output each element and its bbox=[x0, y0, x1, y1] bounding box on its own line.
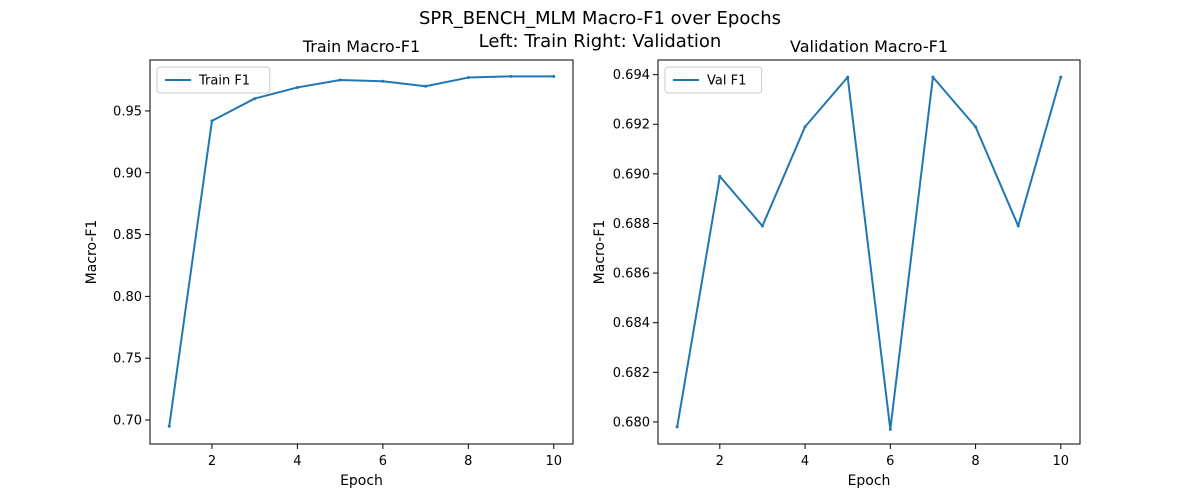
legend-box bbox=[664, 66, 763, 94]
axes-frame bbox=[149, 59, 574, 445]
y-tick-label: 0.75 bbox=[113, 352, 142, 367]
data-point bbox=[552, 74, 556, 78]
data-point bbox=[675, 425, 679, 429]
legend-box bbox=[156, 66, 271, 94]
data-point bbox=[888, 427, 892, 431]
y-tick-label: 0.95 bbox=[113, 104, 142, 119]
series-line bbox=[676, 75, 1063, 431]
legend-label: Train F1 bbox=[198, 74, 250, 89]
data-point bbox=[974, 125, 978, 129]
x-axis-label: Epoch bbox=[848, 473, 891, 489]
y-tick-label: 0.686 bbox=[613, 267, 650, 282]
data-point bbox=[509, 74, 513, 78]
train-f1-chart: Train Macro-F1 2 4 6 8 10 0.70 0.75 0.80 0.85 0.90… bbox=[84, 37, 574, 489]
data-point bbox=[338, 78, 342, 82]
data-point bbox=[760, 224, 764, 228]
x-tick-label: 8 bbox=[971, 454, 979, 469]
y-tick-label: 0.690 bbox=[613, 167, 650, 182]
x-axis-label: Epoch bbox=[340, 473, 383, 489]
x-tick-label: 10 bbox=[545, 454, 562, 469]
data-point bbox=[167, 424, 171, 428]
y-tick-label: 0.70 bbox=[113, 414, 142, 429]
data-point bbox=[1016, 224, 1020, 228]
series-line bbox=[168, 75, 555, 428]
data-point bbox=[381, 79, 385, 83]
x-tick-label: 2 bbox=[208, 454, 216, 469]
y-tick-label: 0.80 bbox=[113, 290, 142, 305]
x-tick-label: 2 bbox=[716, 454, 724, 469]
x-tick-label: 4 bbox=[293, 454, 301, 469]
chart-title: Train Macro-F1 bbox=[302, 37, 420, 56]
validation-f1-chart: Validation Macro-F1 2 4 6 8 10 0.680 0.682 0.684… bbox=[592, 37, 1081, 489]
figure-title-line-2: Left: Train Right: Validation bbox=[479, 31, 722, 52]
legend-label: Val F1 bbox=[707, 74, 746, 89]
y-axis-label: Macro-F1 bbox=[84, 220, 100, 285]
axes-frame bbox=[657, 59, 1081, 445]
x-tick-label: 6 bbox=[379, 454, 387, 469]
y-tick-label: 0.85 bbox=[113, 228, 142, 243]
y-tick-label: 0.692 bbox=[613, 118, 650, 133]
y-tick-label: 0.90 bbox=[113, 166, 142, 181]
x-tick-label: 6 bbox=[886, 454, 894, 469]
data-point bbox=[931, 75, 935, 79]
x-tick-label: 8 bbox=[464, 454, 472, 469]
data-point bbox=[1059, 75, 1063, 79]
y-tick-label: 0.684 bbox=[613, 316, 650, 331]
data-point bbox=[295, 85, 299, 89]
figure-title-line-1: SPR_BENCH_MLM Macro-F1 over Epochs bbox=[419, 8, 781, 29]
chart-title: Validation Macro-F1 bbox=[790, 37, 948, 56]
x-tick-label: 10 bbox=[1053, 454, 1070, 469]
data-point bbox=[718, 174, 722, 178]
data-point bbox=[210, 119, 214, 123]
y-tick-label: 0.682 bbox=[613, 366, 650, 381]
data-point bbox=[846, 75, 850, 79]
data-point bbox=[466, 76, 470, 80]
legend: Train F1 bbox=[156, 66, 271, 94]
x-tick-label: 4 bbox=[801, 454, 809, 469]
data-point bbox=[424, 84, 428, 88]
data-point bbox=[253, 97, 257, 101]
y-axis-label: Macro-F1 bbox=[592, 220, 608, 285]
y-tick-label: 0.688 bbox=[613, 217, 650, 232]
y-tick-label: 0.680 bbox=[613, 415, 650, 430]
y-tick-label: 0.694 bbox=[613, 68, 650, 83]
data-point bbox=[803, 125, 807, 129]
legend: Val F1 bbox=[664, 66, 763, 94]
